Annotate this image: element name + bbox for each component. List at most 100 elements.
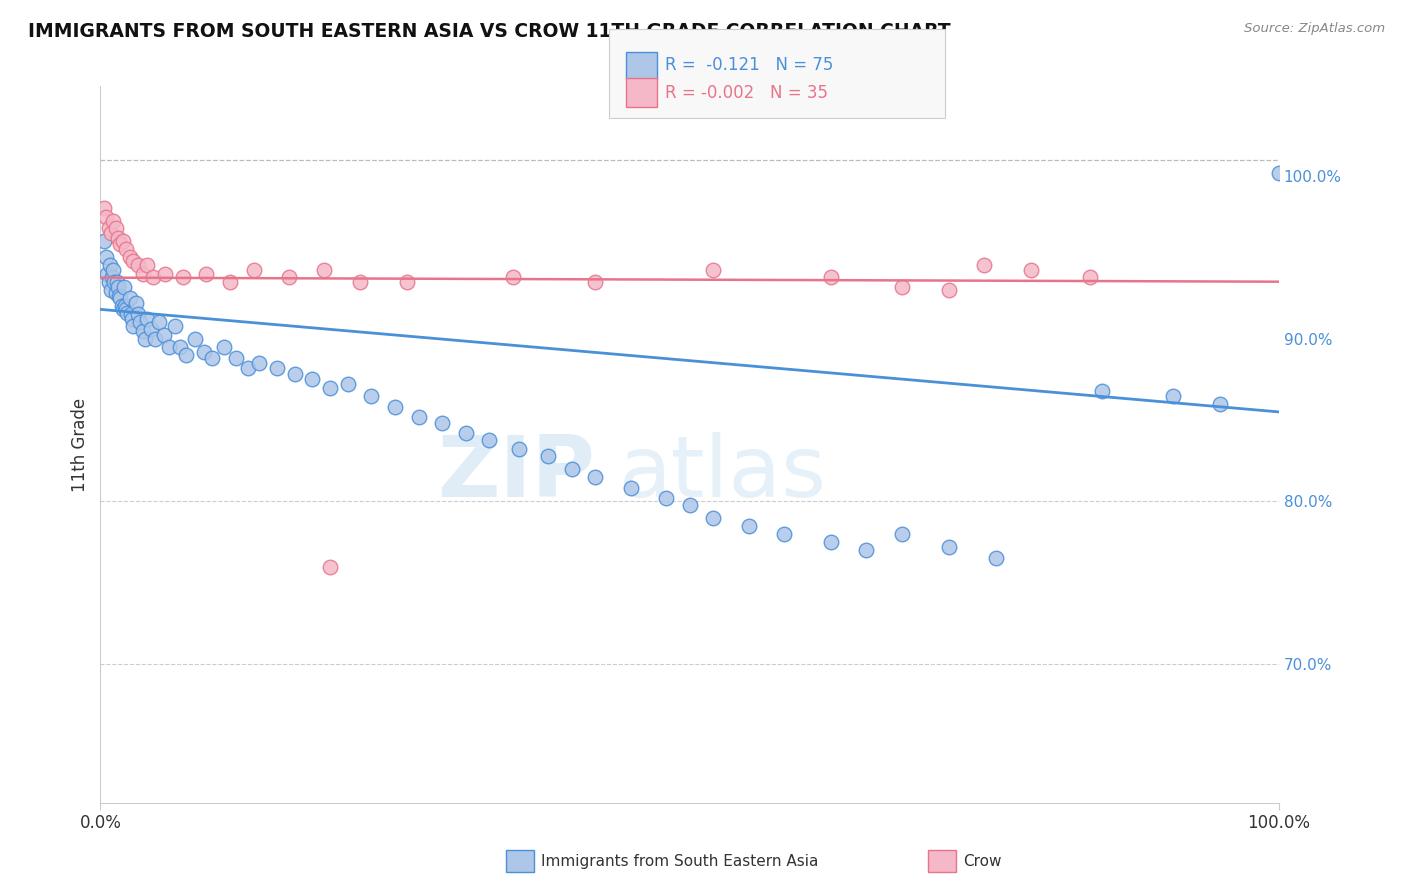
Point [142, 269, 165, 284]
Point [172, 269, 194, 284]
Point [1080, 269, 1102, 284]
Point [284, 368, 307, 382]
Point [112, 279, 135, 293]
Text: R = -0.002   N = 35: R = -0.002 N = 35 [665, 84, 828, 102]
Point [360, 389, 382, 403]
Point [98, 259, 121, 273]
Point [236, 361, 259, 376]
Point [107, 279, 129, 293]
Point [110, 237, 132, 252]
Point [143, 332, 166, 346]
Point [97, 221, 120, 235]
Text: IMMIGRANTS FROM SOUTH EASTERN ASIA VS CROW 11TH GRADE CORRELATION CHART: IMMIGRANTS FROM SOUTH EASTERN ASIA VS CR… [28, 22, 950, 41]
Point [319, 559, 342, 574]
Y-axis label: 11th Grade: 11th Grade [72, 398, 89, 491]
Point [820, 269, 842, 284]
Point [103, 214, 125, 228]
Point [183, 332, 205, 346]
Point [583, 470, 606, 484]
Point [314, 263, 336, 277]
Point [121, 312, 143, 326]
Point [136, 312, 159, 326]
Point [193, 344, 215, 359]
Point [117, 305, 139, 319]
Point [127, 259, 149, 273]
Text: Source: ZipAtlas.com: Source: ZipAtlas.com [1244, 22, 1385, 36]
Text: Crow: Crow [963, 854, 1001, 869]
Point [508, 442, 530, 457]
Point [737, 519, 759, 533]
Point [110, 291, 132, 305]
Point [773, 527, 796, 541]
Point [938, 540, 960, 554]
Point [1268, 166, 1291, 180]
Point [93, 202, 115, 216]
Point [115, 302, 138, 317]
Point [122, 253, 145, 268]
Point [678, 498, 700, 512]
Point [620, 482, 643, 496]
Point [855, 543, 877, 558]
Point [96, 267, 118, 281]
Point [1091, 384, 1114, 398]
Point [702, 263, 724, 277]
Point [153, 267, 176, 281]
Point [115, 242, 138, 256]
Point [301, 372, 323, 386]
Point [120, 307, 142, 321]
Point [820, 535, 842, 549]
Point [219, 275, 242, 289]
Point [132, 324, 155, 338]
Point [266, 361, 288, 376]
Point [430, 417, 453, 431]
Point [118, 250, 141, 264]
Point [249, 356, 271, 370]
Point [108, 289, 131, 303]
Text: atlas: atlas [619, 432, 827, 515]
Point [100, 283, 122, 297]
Point [984, 551, 1007, 566]
Point [103, 263, 125, 277]
Point [105, 275, 128, 289]
Point [125, 296, 148, 310]
Point [101, 269, 124, 284]
Point [1209, 397, 1232, 411]
Point [96, 250, 118, 264]
Point [478, 433, 501, 447]
Point [104, 221, 127, 235]
Point [1021, 263, 1043, 277]
Point [139, 322, 162, 336]
Point [96, 210, 118, 224]
Point [702, 510, 724, 524]
Point [153, 328, 176, 343]
Point [384, 400, 406, 414]
Point [176, 348, 198, 362]
Point [277, 269, 299, 284]
Point [336, 377, 359, 392]
Point [349, 275, 371, 289]
Point [201, 351, 224, 366]
Point [583, 275, 606, 289]
Point [163, 318, 186, 333]
Point [938, 283, 960, 297]
Point [1161, 389, 1184, 403]
Point [319, 380, 342, 394]
Point [132, 267, 155, 281]
Point [114, 299, 136, 313]
Point [395, 275, 418, 289]
Point [890, 279, 912, 293]
Point [169, 340, 191, 354]
Point [454, 426, 477, 441]
Point [890, 527, 912, 541]
Point [122, 318, 145, 333]
Point [118, 291, 141, 305]
Text: Immigrants from South Eastern Asia: Immigrants from South Eastern Asia [541, 854, 818, 869]
Point [129, 315, 152, 329]
Point [502, 269, 524, 284]
Point [157, 340, 180, 354]
Point [537, 449, 560, 463]
Text: ZIP: ZIP [437, 432, 595, 515]
Point [242, 263, 264, 277]
Point [97, 275, 120, 289]
Point [136, 259, 159, 273]
